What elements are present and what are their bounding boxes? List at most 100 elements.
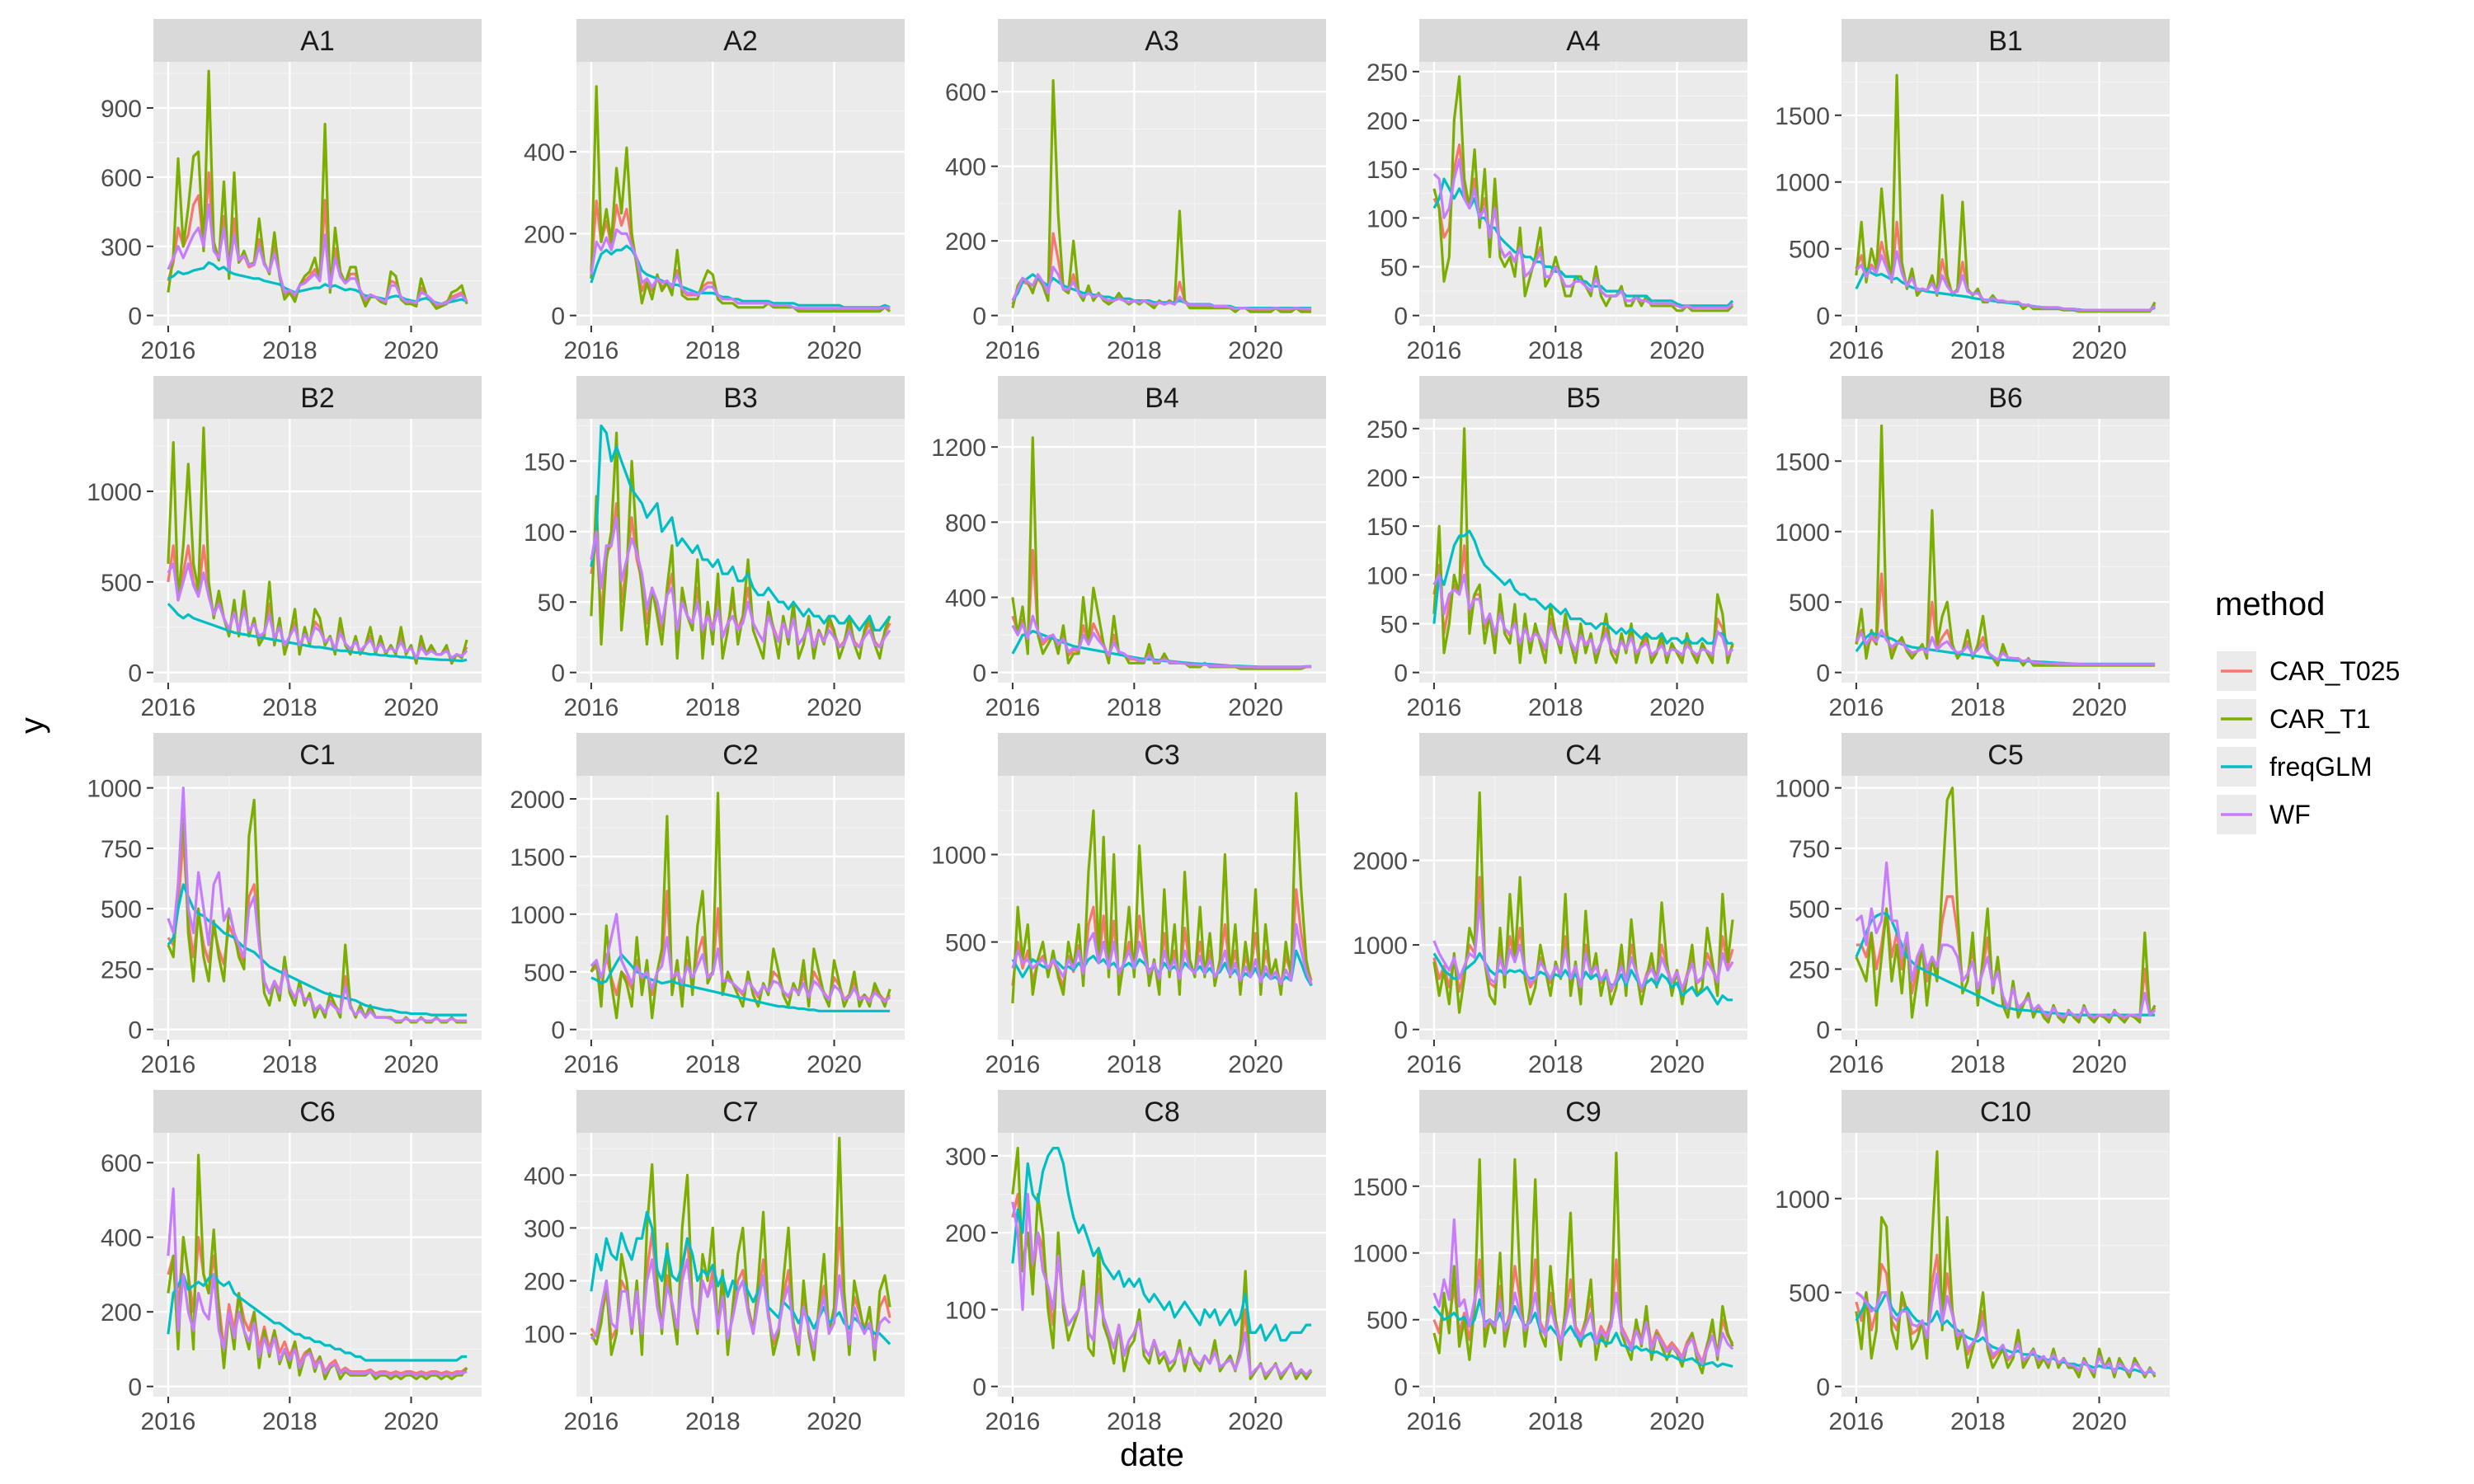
y-tick-label: 500 bbox=[1789, 589, 1830, 617]
x-tick-label: 2016 bbox=[985, 337, 1041, 364]
x-tick-label: 2020 bbox=[1228, 694, 1283, 721]
facet-title: A2 bbox=[723, 26, 758, 57]
x-tick-label: 2020 bbox=[1228, 1408, 1283, 1435]
x-tick-label: 2018 bbox=[262, 1408, 317, 1435]
x-tick-label: 2020 bbox=[1649, 1051, 1705, 1078]
panel-C3: C3 500 1000 2016 2018 2020 bbox=[931, 733, 1326, 1078]
y-axis-title: y bbox=[14, 717, 50, 734]
series-line-WF bbox=[167, 562, 468, 660]
facet-title: C10 bbox=[1980, 1097, 2031, 1128]
facet-strip bbox=[1419, 733, 1747, 776]
panel-B1: B1 0 500 1000 1500 2016 2018 2020 bbox=[1775, 19, 2170, 364]
panel-A4: A4 0 50 100 150 200 250 2016 2018 2020 bbox=[1366, 19, 1747, 364]
y-tick-label: 500 bbox=[1366, 1308, 1408, 1335]
facet-title: C2 bbox=[722, 740, 758, 771]
y-tick-label: 0 bbox=[551, 303, 565, 331]
facet-strip bbox=[1419, 19, 1747, 62]
y-tick-label: 0 bbox=[128, 660, 142, 688]
x-tick-label: 2016 bbox=[564, 1051, 619, 1078]
series-line-WF bbox=[167, 203, 468, 306]
y-tick-label: 1000 bbox=[1352, 1241, 1408, 1268]
facet-strip bbox=[576, 19, 905, 62]
y-tick-label: 50 bbox=[1380, 612, 1408, 639]
panel-C2: C2 0 500 1000 1500 2000 2016 2018 2020 bbox=[510, 733, 905, 1078]
y-tick-label: 600 bbox=[101, 165, 142, 192]
legend-label-CAR_T025: CAR_T025 bbox=[2269, 656, 2400, 686]
legend: method CAR_T025 CAR_T1 freqGLM WF bbox=[2215, 586, 2400, 834]
y-tick-label: 300 bbox=[101, 234, 142, 261]
facet-strip bbox=[153, 733, 482, 776]
y-tick-label: 500 bbox=[1789, 237, 1830, 264]
panel-background bbox=[998, 419, 1326, 683]
y-tick-label: 600 bbox=[101, 1150, 142, 1177]
y-tick-label: 0 bbox=[128, 1017, 142, 1045]
x-tick-label: 2018 bbox=[685, 337, 741, 364]
panel-background bbox=[576, 1133, 905, 1397]
x-tick-label: 2018 bbox=[1107, 1408, 1162, 1435]
series-line-WF bbox=[590, 228, 891, 310]
y-tick-label: 500 bbox=[945, 930, 986, 957]
y-tick-label: 100 bbox=[1366, 205, 1408, 232]
x-tick-label: 2018 bbox=[685, 1408, 741, 1435]
panel-B6: B6 0 500 1000 1500 2016 2018 2020 bbox=[1775, 376, 2170, 721]
facet-title: C9 bbox=[1565, 1097, 1601, 1128]
facet-title: A3 bbox=[1145, 26, 1179, 57]
y-tick-label: 1000 bbox=[1775, 776, 1830, 803]
x-tick-label: 2016 bbox=[564, 337, 619, 364]
y-tick-label: 0 bbox=[1394, 660, 1408, 688]
x-tick-label: 2020 bbox=[1649, 337, 1705, 364]
panel-A2: A2 0 200 400 2016 2018 2020 bbox=[524, 19, 905, 364]
x-tick-label: 2018 bbox=[1528, 1408, 1583, 1435]
y-tick-label: 0 bbox=[551, 660, 565, 688]
panels-layer: A1 0 300 600 900 2016 2018 2020 A2 0 200 400 2016 201… bbox=[87, 19, 2170, 1435]
x-tick-label: 2018 bbox=[262, 694, 317, 721]
series-line-CAR_T1 bbox=[590, 431, 891, 660]
panel-B3: B3 0 50 100 150 2016 2018 2020 bbox=[524, 376, 905, 721]
y-tick-label: 0 bbox=[1394, 303, 1408, 331]
x-tick-label: 2016 bbox=[985, 694, 1041, 721]
series-line-WF bbox=[1011, 265, 1312, 311]
x-tick-label: 2018 bbox=[1107, 694, 1162, 721]
facet-strip bbox=[153, 376, 482, 419]
x-tick-label: 2020 bbox=[383, 694, 439, 721]
series-line-WF bbox=[1855, 628, 2156, 666]
series-line-WF bbox=[1855, 1272, 2157, 1376]
y-tick-label: 500 bbox=[1789, 1280, 1830, 1308]
panel-background bbox=[1419, 776, 1747, 1040]
x-tick-label: 2020 bbox=[807, 1408, 862, 1435]
facet-title: B1 bbox=[1988, 26, 2023, 57]
x-tick-label: 2020 bbox=[1649, 694, 1705, 721]
y-tick-label: 1000 bbox=[1352, 932, 1408, 960]
x-tick-label: 2020 bbox=[1228, 1051, 1283, 1078]
x-tick-label: 2016 bbox=[141, 694, 196, 721]
legend-label-freqGLM: freqGLM bbox=[2269, 752, 2372, 782]
x-tick-label: 2018 bbox=[1528, 337, 1583, 364]
facet-strip bbox=[998, 1090, 1326, 1133]
y-tick-label: 500 bbox=[101, 570, 142, 597]
x-tick-label: 2018 bbox=[1528, 694, 1583, 721]
facet-title: B4 bbox=[1145, 383, 1179, 414]
panel-C1: C1 0 250 500 750 1000 2016 2018 2020 bbox=[87, 733, 482, 1078]
facet-strip bbox=[1419, 376, 1747, 419]
x-tick-label: 2016 bbox=[1407, 1408, 1462, 1435]
y-tick-label: 200 bbox=[1366, 465, 1408, 492]
y-tick-label: 2000 bbox=[510, 787, 565, 814]
y-tick-label: 750 bbox=[101, 836, 142, 863]
series-line-CAR_T1 bbox=[1432, 791, 1734, 1014]
panel-C8: C8 0 100 200 300 2016 2018 2020 bbox=[945, 1090, 1326, 1435]
series-line-WF bbox=[1432, 901, 1734, 991]
y-tick-label: 0 bbox=[1816, 303, 1830, 331]
x-tick-label: 2016 bbox=[1829, 337, 1884, 364]
facet-title: C3 bbox=[1144, 740, 1179, 771]
y-tick-label: 0 bbox=[1816, 1374, 1830, 1402]
facet-strip bbox=[576, 733, 905, 776]
facet-strip bbox=[576, 1090, 905, 1133]
y-tick-label: 200 bbox=[101, 1299, 142, 1327]
y-tick-label: 250 bbox=[101, 956, 142, 984]
series-line-WF bbox=[590, 516, 891, 649]
y-tick-label: 100 bbox=[1366, 562, 1408, 589]
x-tick-label: 2018 bbox=[262, 1051, 317, 1078]
legend-label-WF: WF bbox=[2269, 800, 2311, 829]
y-tick-label: 200 bbox=[524, 1268, 565, 1295]
